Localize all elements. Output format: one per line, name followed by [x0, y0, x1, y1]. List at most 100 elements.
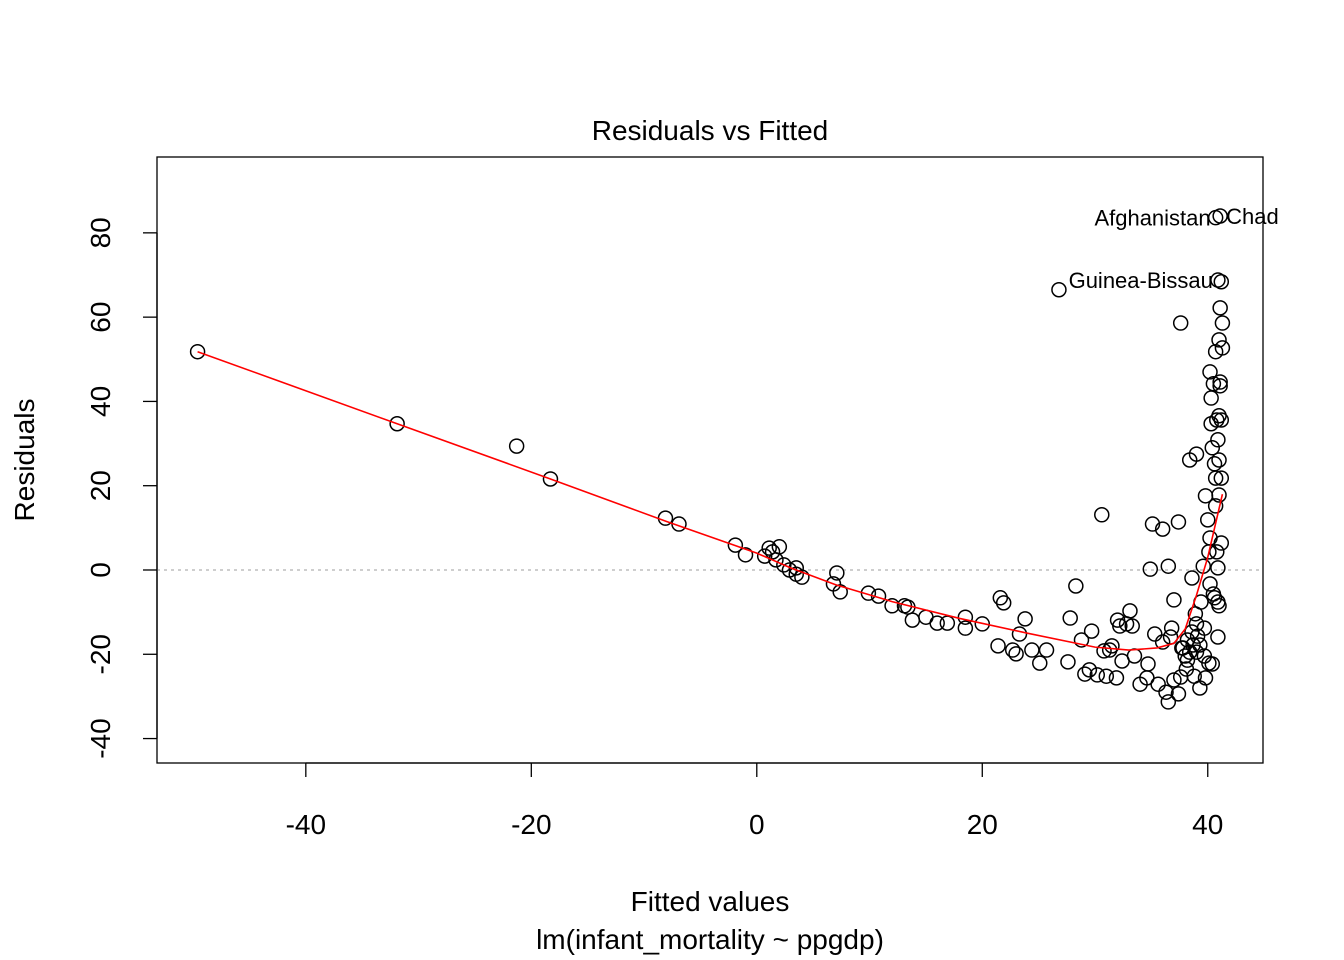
data-point — [1163, 620, 1180, 636]
data-point — [1178, 661, 1195, 677]
data-point — [1108, 670, 1125, 686]
data-point — [1144, 516, 1161, 532]
data-point — [1200, 512, 1216, 528]
data-point — [1188, 644, 1205, 660]
data-point — [1124, 618, 1140, 634]
x-tick-label: 20 — [967, 809, 998, 840]
data-point — [1008, 646, 1024, 662]
data-point — [990, 638, 1006, 654]
data-point — [794, 569, 810, 585]
data-point — [761, 540, 777, 556]
data-point — [1211, 332, 1227, 348]
data-point — [1214, 315, 1231, 331]
data-point — [1206, 590, 1223, 606]
plot-frame — [156, 156, 1264, 764]
data-point — [1196, 620, 1213, 636]
data-point — [1170, 514, 1187, 530]
y-tick-label: 60 — [85, 302, 116, 333]
data-point — [1184, 570, 1200, 586]
point-label: Afghanistan — [1094, 206, 1210, 231]
data-point — [957, 620, 974, 636]
data-point — [1126, 648, 1143, 664]
data-point — [1051, 281, 1067, 298]
data-point — [768, 552, 784, 568]
data-point — [1017, 611, 1033, 627]
points — [189, 208, 1231, 710]
data-point — [1096, 643, 1112, 659]
x-tick-label: -20 — [511, 809, 551, 840]
data-point — [1202, 364, 1218, 380]
data-point — [1038, 642, 1055, 658]
y-axis-label: Residuals — [9, 399, 40, 522]
data-point — [1147, 626, 1163, 642]
data-point — [1213, 470, 1230, 486]
x-tick-label: -40 — [286, 809, 326, 840]
smooth-line — [197, 350, 1224, 651]
data-point — [1166, 592, 1182, 608]
data-point — [1203, 390, 1219, 406]
data-point — [1213, 412, 1230, 428]
data-point — [829, 565, 845, 581]
data-point — [1192, 637, 1208, 653]
data-point — [1142, 561, 1159, 577]
data-point — [1204, 440, 1221, 456]
data-point — [1210, 432, 1226, 448]
data-point — [1160, 694, 1177, 710]
data-point — [776, 557, 792, 573]
data-point — [1081, 662, 1098, 678]
point-label: Chad — [1226, 204, 1279, 229]
data-point — [1062, 610, 1078, 626]
x-tick-label: 0 — [749, 809, 765, 840]
data-point — [1098, 668, 1115, 684]
data-point — [1150, 676, 1166, 692]
data-point — [1060, 654, 1076, 670]
data-point — [1077, 666, 1093, 682]
data-point — [1197, 670, 1214, 686]
data-point — [1210, 629, 1226, 645]
data-point — [1211, 487, 1227, 503]
data-point — [1214, 340, 1231, 356]
data-point — [1212, 378, 1228, 394]
data-point — [737, 547, 754, 563]
data-point — [1166, 672, 1182, 688]
data-point — [1185, 637, 1201, 653]
data-point — [1083, 623, 1100, 639]
data-point — [1140, 656, 1156, 672]
data-point — [1201, 655, 1217, 671]
data-point — [1112, 618, 1128, 634]
x-tick-label: 40 — [1192, 809, 1223, 840]
y-tick-label: 20 — [85, 470, 116, 501]
data-point — [1172, 315, 1189, 331]
data-point — [1160, 558, 1177, 574]
data-point — [1011, 626, 1028, 642]
data-point — [1207, 498, 1224, 514]
data-point — [1158, 684, 1174, 700]
data-point — [1122, 603, 1138, 619]
data-point — [508, 438, 525, 454]
subtitle: lm(infant_mortality ~ ppgdp) — [536, 924, 884, 955]
data-point — [974, 616, 991, 632]
data-point — [1068, 578, 1084, 594]
data-point — [1207, 470, 1224, 486]
data-point — [1172, 669, 1189, 685]
data-point — [1202, 576, 1218, 592]
y-tick-label: 0 — [85, 562, 116, 578]
data-point — [1032, 655, 1048, 671]
data-point — [389, 416, 405, 432]
data-point — [1024, 642, 1040, 658]
data-point — [1209, 544, 1225, 560]
data-point — [542, 471, 559, 487]
data-point — [957, 609, 974, 625]
data-point — [1188, 446, 1205, 462]
data-point — [1104, 638, 1120, 654]
data-point — [1170, 686, 1187, 702]
data-point — [1212, 300, 1228, 316]
data-point — [1213, 273, 1230, 290]
data-point — [929, 615, 945, 631]
data-point — [995, 595, 1012, 611]
data-point — [1089, 667, 1106, 683]
data-point — [727, 537, 744, 553]
data-point — [756, 548, 773, 564]
data-point — [1154, 521, 1171, 537]
